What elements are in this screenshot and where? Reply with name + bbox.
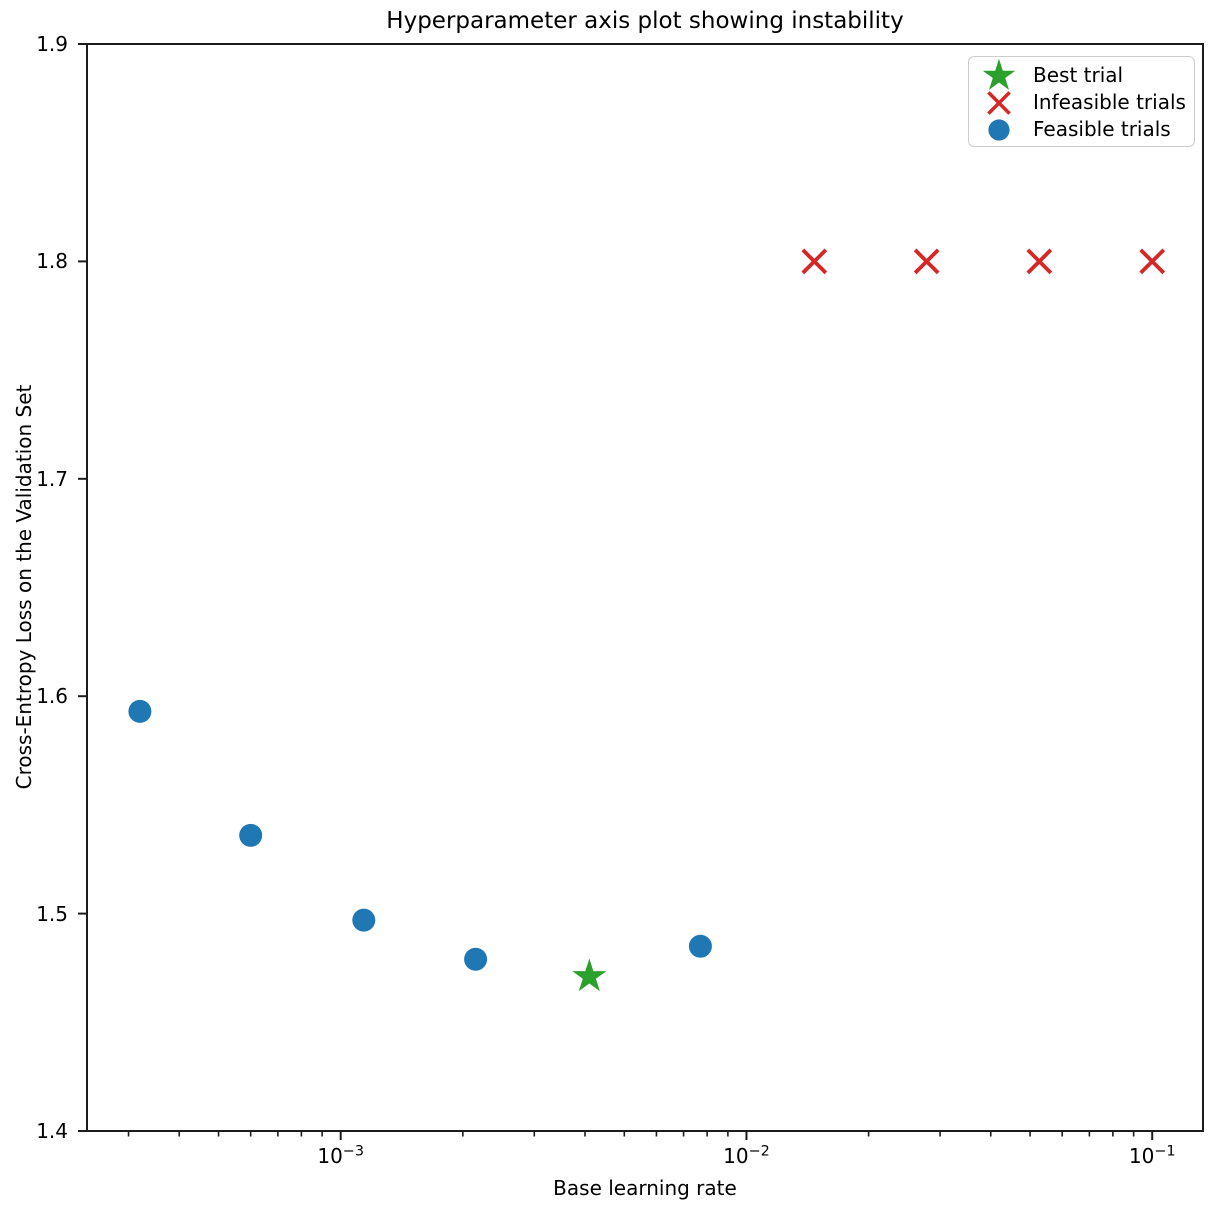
y-tick-label: 1.6: [36, 684, 68, 709]
legend-icon-box: [977, 115, 1021, 143]
legend: Best trial Infeasible trials Feasible tr…: [968, 56, 1195, 147]
y-tick-label: 1.8: [36, 249, 68, 274]
legend-icon-box: [977, 88, 1021, 116]
y-tick-label: 1.7: [36, 466, 68, 491]
y-axis-label: Cross-Entropy Loss on the Validation Set: [12, 384, 36, 790]
legend-label-feasible-trials: Feasible trials: [1033, 116, 1171, 141]
infeasible-trials-point: [1026, 248, 1053, 275]
legend-circle-glyph: [988, 118, 1010, 141]
plot-spines: [86, 43, 1204, 1132]
legend-star-glyph: [982, 58, 1016, 90]
best-trial-point: [572, 958, 607, 992]
legend-label-best-trial: Best trial: [1033, 62, 1124, 87]
x-marker-icon: [987, 90, 1011, 115]
chart-title: Hyperparameter axis plot showing instabi…: [386, 8, 904, 34]
y-tick-label: 1.5: [36, 901, 68, 926]
infeasible-trials-point: [913, 248, 940, 275]
x-tick-label: 10−2: [723, 1143, 770, 1168]
legend-item-feasible-trials: Feasible trials: [977, 115, 1186, 142]
legend-icon-box: [977, 57, 1021, 93]
x-tick-label: 10−3: [317, 1143, 365, 1168]
legend-item-best-trial: Best trial: [977, 58, 1186, 90]
infeasible-trials-point: [801, 248, 828, 275]
feasible-trials-point: [688, 934, 712, 958]
legend-item-infeasible-trials: Infeasible trials: [977, 88, 1186, 115]
feasible-trials-point: [352, 908, 376, 932]
legend-label-infeasible-trials: Infeasible trials: [1033, 89, 1186, 114]
circle-marker-icon: [988, 118, 1010, 141]
feasible-trials-point: [128, 699, 152, 723]
star-icon: [982, 58, 1016, 90]
y-tick-label: 1.9: [36, 32, 68, 56]
legend-x-glyph: [987, 90, 1011, 115]
x-axis-label: Base learning rate: [553, 1176, 737, 1200]
x-tick-label: 10−1: [1128, 1143, 1176, 1168]
feasible-trials-point: [464, 947, 488, 971]
y-tick-label: 1.4: [36, 1119, 68, 1143]
infeasible-trials-point: [1139, 248, 1166, 275]
feasible-trials-point: [239, 823, 263, 847]
